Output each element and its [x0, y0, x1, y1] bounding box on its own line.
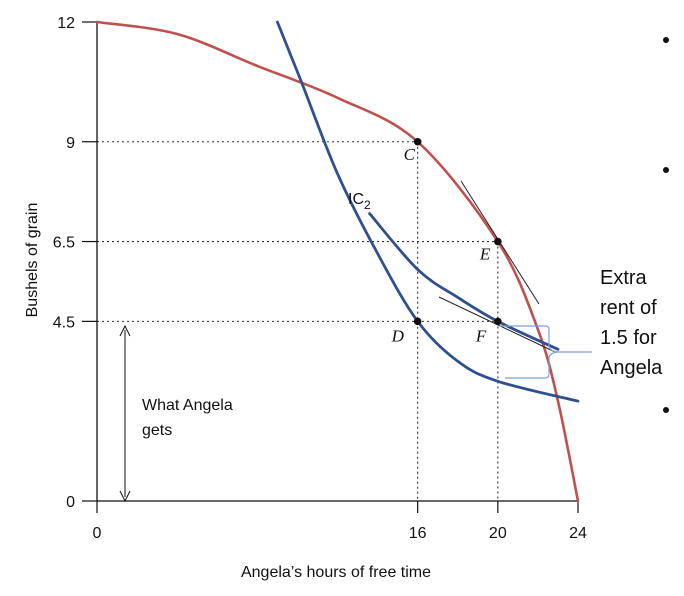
x-axis-title: Angela’s hours of free time: [241, 564, 431, 581]
point-label-f: F: [475, 326, 487, 345]
bullet-3: [663, 407, 669, 413]
bullet-1: [663, 37, 669, 43]
extra-rent-line2: rent of: [600, 297, 657, 319]
point-label-d: D: [391, 326, 405, 345]
y-tick-label: 6.5: [53, 235, 75, 252]
x-tick-label: 20: [489, 525, 507, 542]
y-axis-title: Bushels of grain: [24, 203, 41, 318]
point-f: [494, 317, 502, 326]
arrowhead-down: [119, 490, 131, 503]
extra-rent-line4: Angela: [600, 357, 663, 379]
y-tick-label: 12: [57, 15, 75, 32]
what-angela-gets-line2: gets: [142, 422, 172, 439]
ic2-label: IC2: [348, 191, 371, 212]
extra-rent-line3: 1.5 for: [600, 327, 657, 349]
y-tick-label: 0: [66, 494, 75, 511]
indifference-curve-lower: [276, 20, 580, 403]
x-tick-label: 0: [93, 525, 102, 542]
point-e: [494, 237, 502, 246]
point-label-c: C: [404, 145, 416, 164]
extra-rent-brace: [500, 325, 592, 379]
ic2-subscript: 2: [364, 198, 371, 212]
arrowhead-up: [119, 324, 131, 337]
y-tick-label: 4.5: [53, 314, 75, 331]
point-label-e: E: [479, 245, 491, 264]
guide-lines: [97, 141, 499, 501]
indifference-curve-ic2: [368, 212, 560, 351]
points: C E D F: [391, 137, 502, 345]
x-tick-label: 24: [569, 525, 587, 542]
point-c: [413, 137, 422, 146]
ticks: 0 4.5 6.5 9 12 0 16 20 24: [53, 15, 587, 542]
extra-rent-line1: Extra: [600, 267, 648, 289]
what-angela-gets-line1: What Angela: [142, 397, 233, 414]
y-tick-label: 9: [66, 135, 75, 152]
point-d: [413, 317, 422, 326]
x-tick-label: 16: [409, 525, 427, 542]
bullet-2: [663, 167, 669, 173]
